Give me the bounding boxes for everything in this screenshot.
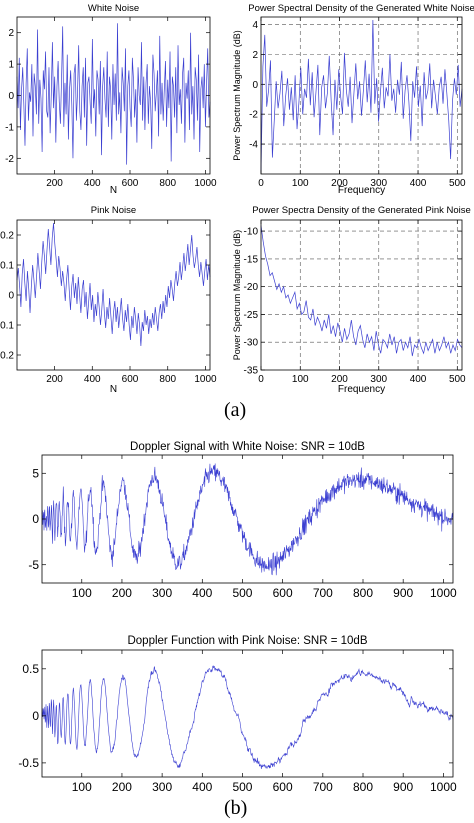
x-tick-label: 200 [331, 178, 348, 189]
x-tick-label: 400 [192, 586, 212, 600]
x-tick-label: 1000 [194, 374, 217, 385]
y-tick-label: -0.1 [0, 321, 14, 332]
y-tick-label: 4 [252, 20, 258, 31]
x-tick-label: 800 [353, 586, 373, 600]
y-tick-label: -10 [244, 227, 259, 238]
chart-title: White Noise [88, 3, 139, 14]
x-tick-label: 200 [112, 586, 132, 600]
x-tick-label: 400 [84, 178, 101, 189]
x-axis-label: Frequency [338, 185, 385, 196]
y-tick-label: 0.5 [22, 662, 39, 676]
chart-title: Pink Noise [91, 205, 136, 216]
x-tick-label: 200 [112, 780, 132, 794]
x-tick-label: 100 [72, 780, 92, 794]
x-tick-label: 0 [258, 374, 264, 385]
y-tick-label: 0 [32, 709, 39, 723]
x-axis-label: N [110, 185, 117, 196]
plot-frame [260, 219, 463, 371]
y-tick-label: -35 [244, 366, 259, 377]
x-tick-label: 300 [152, 780, 172, 794]
x-tick-label: 800 [159, 178, 176, 189]
y-tick-label: -1 [5, 122, 14, 133]
x-tick-label: 1000 [194, 178, 217, 189]
plot-frame [260, 16, 463, 175]
y-tick-label: -25 [244, 310, 259, 321]
x-axis-label: N [110, 384, 117, 395]
x-tick-label: 300 [370, 178, 387, 189]
y-tick-label: 0 [8, 291, 14, 302]
y-tick-label: 2 [252, 50, 258, 61]
y-tick-label: 0 [32, 512, 39, 526]
y-tick-label: 0.1 [0, 261, 14, 272]
chart-title: Power Spectral Density of the Generated … [248, 3, 474, 14]
x-tick-label: 400 [410, 374, 427, 385]
panel-label-b: (b) [224, 797, 248, 819]
x-tick-label: 300 [152, 586, 172, 600]
x-tick-label: 300 [370, 374, 387, 385]
x-tick-label: 400 [410, 178, 427, 189]
x-tick-label: 700 [313, 586, 333, 600]
chart-title: Doppler Signal with White Noise: SNR = 1… [130, 441, 365, 453]
chart-title: Power Spectra Density of the Generated P… [252, 205, 471, 216]
x-tick-label: 800 [159, 374, 176, 385]
x-tick-label: 500 [449, 178, 466, 189]
x-tick-label: 100 [292, 178, 309, 189]
y-tick-label: 0 [252, 80, 258, 91]
x-tick-label: 1000 [430, 586, 457, 600]
plot-frame [41, 454, 454, 584]
x-tick-label: 600 [122, 178, 139, 189]
x-tick-label: 400 [192, 780, 212, 794]
x-axis-label: Frequency [338, 384, 385, 395]
y-tick-label: -0.2 [0, 351, 14, 362]
y-tick-label: -20 [244, 282, 259, 293]
x-tick-label: 400 [84, 374, 101, 385]
x-tick-label: 600 [122, 374, 139, 385]
y-tick-label: 5 [32, 466, 39, 480]
x-tick-label: 0 [258, 178, 264, 189]
series-line [41, 463, 454, 576]
y-tick-label: 0.2 [0, 231, 14, 242]
y-axis-label: Power Spectrum Magnitude (dB) [232, 230, 242, 361]
series-line [16, 23, 211, 165]
plot-frame [41, 649, 454, 778]
x-tick-label: 500 [449, 374, 466, 385]
x-tick-label: 500 [232, 586, 252, 600]
series-line [260, 225, 463, 357]
x-tick-label: 200 [46, 178, 63, 189]
x-tick-label: 100 [72, 586, 92, 600]
plot-frame [16, 219, 211, 371]
x-tick-label: 600 [273, 586, 293, 600]
y-tick-label: -15 [244, 254, 259, 265]
x-tick-label: 100 [292, 374, 309, 385]
y-tick-label: 0 [8, 91, 14, 102]
chart-title: Doppler Function with Pink Noise: SNR = … [127, 635, 367, 647]
x-tick-label: 900 [393, 586, 413, 600]
y-axis-label: Power Spectrum Magnitude (dB) [232, 30, 242, 161]
x-tick-label: 600 [273, 780, 293, 794]
y-tick-label: -2 [249, 110, 258, 121]
x-tick-label: 200 [331, 374, 348, 385]
y-tick-label: -2 [5, 154, 14, 165]
y-tick-label: -4 [249, 140, 258, 151]
y-tick-label: 2 [8, 28, 14, 39]
x-tick-label: 700 [313, 780, 333, 794]
x-tick-label: 900 [393, 780, 413, 794]
y-tick-label: -0.5 [18, 756, 39, 770]
y-tick-label: 1 [8, 60, 14, 71]
x-tick-label: 200 [46, 374, 63, 385]
y-tick-label: -30 [244, 338, 259, 349]
panel-label-a: (a) [224, 399, 247, 421]
y-tick-label: -5 [28, 558, 39, 572]
series-line [16, 222, 211, 347]
series-line [41, 665, 454, 770]
x-tick-label: 500 [232, 780, 252, 794]
x-tick-label: 1000 [430, 780, 457, 794]
series-line [260, 19, 463, 173]
x-tick-label: 800 [353, 780, 373, 794]
